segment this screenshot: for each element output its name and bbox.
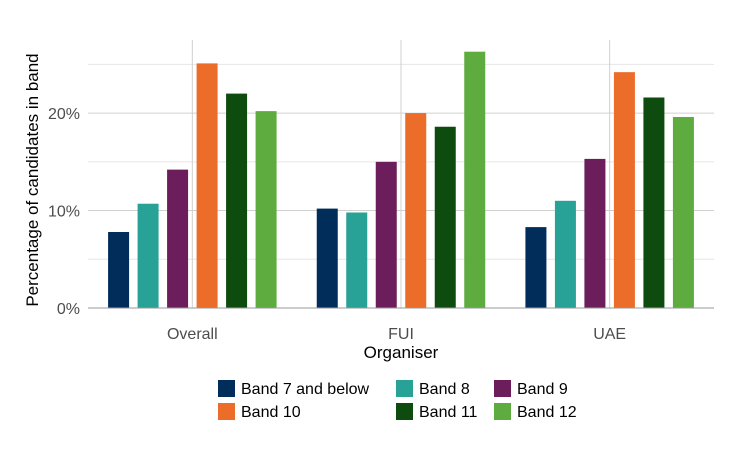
bar (375, 161, 397, 308)
legend-swatch (494, 380, 511, 397)
x-tick-labels: Overall FUI UAE (167, 326, 626, 343)
bar (226, 93, 248, 308)
legend-swatch (218, 380, 235, 397)
bar (137, 203, 159, 308)
bar (643, 97, 665, 308)
bar (525, 227, 547, 308)
legend-label: Band 9 (517, 381, 568, 398)
bar (405, 113, 427, 308)
gridlines (88, 40, 714, 308)
legend-label: Band 10 (241, 404, 301, 421)
legend: Band 7 and below Band 8 Band 9 Band 10 Band … (218, 380, 577, 421)
legend-label: Band 12 (517, 404, 577, 421)
x-tick-label: Overall (167, 326, 218, 343)
bar (584, 158, 606, 308)
bar (108, 231, 130, 308)
y-tick-label: 0% (57, 301, 80, 318)
bars (108, 51, 694, 308)
legend-label: Band 7 and below (241, 381, 370, 398)
legend-label: Band 11 (419, 404, 478, 421)
bar (554, 200, 576, 308)
x-axis-title: Organiser (364, 343, 439, 362)
y-tick-labels: 0% 10% 20% (48, 106, 80, 318)
bar (346, 212, 368, 308)
bar (316, 208, 338, 308)
bar (196, 63, 218, 308)
y-axis-title: Percentage of candidates in band (23, 53, 42, 306)
x-tick-label: UAE (593, 326, 626, 343)
bar (434, 126, 456, 308)
bar (672, 116, 694, 308)
legend-swatch (218, 403, 235, 420)
legend-swatch (494, 403, 511, 420)
y-tick-label: 10% (48, 204, 80, 221)
bar (613, 72, 635, 308)
legend-swatch (396, 380, 413, 397)
x-tick-label: FUI (388, 326, 414, 343)
bar (464, 51, 486, 308)
legend-swatch (396, 403, 413, 420)
legend-label: Band 8 (419, 381, 470, 398)
y-tick-label: 20% (48, 106, 80, 123)
bar (167, 169, 189, 308)
bar (255, 111, 277, 308)
